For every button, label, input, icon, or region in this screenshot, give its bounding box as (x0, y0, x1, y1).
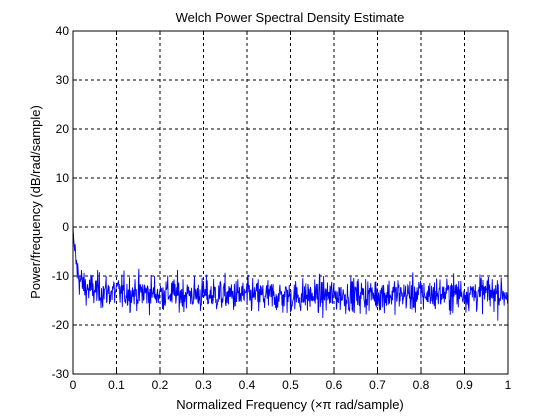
y-tick-label: -20 (52, 318, 70, 332)
psd-series-line (72, 226, 509, 321)
x-tick-label: 0.1 (108, 378, 125, 392)
plot-area (73, 31, 508, 374)
x-tick-label: 0.8 (413, 378, 430, 392)
y-tick-label: 40 (56, 24, 70, 38)
x-tick-label: 0.3 (195, 378, 212, 392)
x-tick-label: 0.5 (282, 378, 299, 392)
x-tick-label: 0.2 (152, 378, 169, 392)
y-tick-label: -10 (52, 269, 70, 283)
x-tick-label: 0.4 (239, 378, 256, 392)
y-tick-label: 10 (56, 171, 70, 185)
y-tick-label: -30 (52, 367, 70, 381)
x-tick-label: 0.6 (326, 378, 343, 392)
y-axis-label: Power/frequency (dB/rad/sample) (28, 105, 43, 299)
chart-title: Welch Power Spectral Density Estimate (176, 10, 405, 25)
series-layer (72, 226, 509, 321)
axis-ticks (72, 30, 509, 375)
y-tick-label: 30 (56, 73, 70, 87)
x-tick-labels: 0 0.1 0.2 0.3 0.4 0.5 0.6 0.7 0.8 0.9 1 (70, 378, 512, 392)
y-tick-labels: -30 -20 -10 0 10 20 30 40 (52, 24, 70, 381)
y-tick-label: 0 (62, 220, 69, 234)
x-axis-label: Normalized Frequency (×π rad/sample) (176, 397, 404, 412)
grid (73, 31, 508, 374)
x-tick-label: 1 (505, 378, 512, 392)
x-tick-label: 0 (70, 378, 77, 392)
x-tick-label: 0.9 (456, 378, 473, 392)
x-tick-label: 0.7 (369, 378, 386, 392)
y-tick-label: 20 (56, 122, 70, 136)
